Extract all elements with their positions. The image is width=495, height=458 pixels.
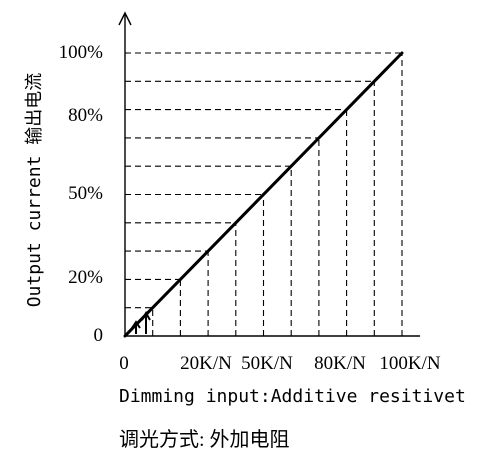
y-tick-label-1: 0 (94, 325, 104, 346)
x-tick-label-4: 80K/N (314, 353, 366, 374)
x-tick-labels: 0 20K/N 50K/N 80K/N 100K/N (119, 353, 441, 374)
x-tick-label-3: 50K/N (241, 353, 293, 374)
y-tick-label-3: 50% (68, 183, 103, 204)
origin-arrow-marker (131, 310, 151, 334)
series-layer (123, 51, 404, 338)
grid-lines (125, 52, 403, 336)
x-tick-label-2: 20K/N (180, 353, 232, 374)
series-line-1 (123, 51, 404, 338)
y-tick-label-4: 80% (68, 105, 103, 126)
y-axis-arrow-icon (118, 11, 132, 26)
x-tick-label-1: 0 (119, 353, 129, 374)
y-tick-labels: 0 20% 50% 80% 100% (59, 42, 104, 346)
y-tick-label-5: 100% (59, 42, 104, 63)
x-axis-label: Dimming input:Additive resitivet (119, 386, 466, 407)
axes (118, 11, 420, 337)
y-axis-label: Output current 输出电流 (24, 73, 45, 308)
x-tick-label-5: 100K/N (379, 353, 441, 374)
y-tick-label-2: 20% (68, 267, 103, 288)
chart-caption: 调光方式: 外加电阻 (119, 428, 290, 451)
